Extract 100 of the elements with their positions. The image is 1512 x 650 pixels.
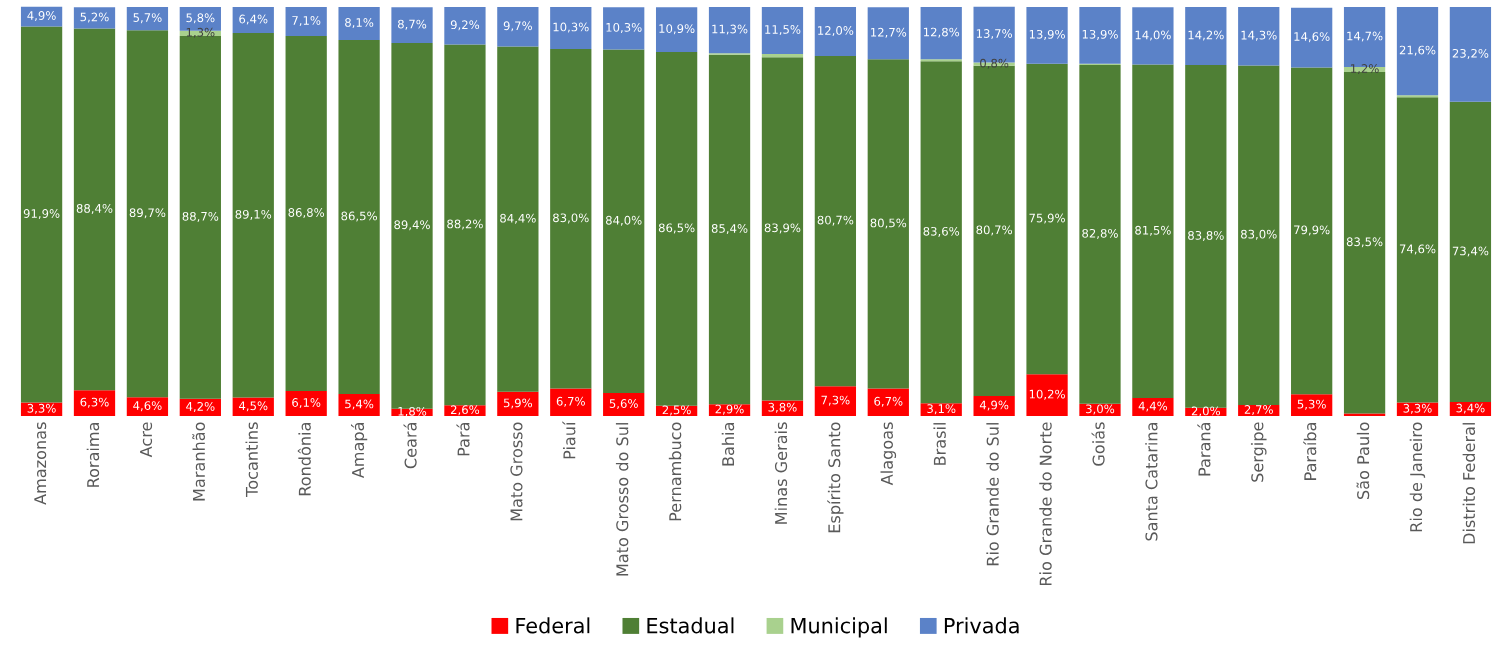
bar [1132,398,1174,416]
x-tick-label: Rio Grande do Sul [986,423,999,566]
bar [1026,6,1068,64]
bar [867,7,909,60]
x-tick-label: Acre [140,422,153,458]
bar [1396,402,1439,416]
bar [391,42,433,409]
bar [444,44,486,406]
bar [285,35,327,392]
bar [920,6,962,60]
bar [814,386,857,416]
bar [867,59,909,389]
bar [603,393,645,416]
x-tick-label: Roraima [86,423,100,487]
x-tick-label: Ceará [403,423,417,469]
bar [232,33,274,398]
x-tick-label: Tocantins [245,422,258,497]
bar [1026,374,1068,416]
x-tick-label: Brasil [933,423,946,465]
bar [1291,7,1333,68]
bar [73,7,116,29]
bar [973,65,1015,396]
x-tick-label: Maranhão [192,422,206,501]
bar [550,6,592,50]
bar [1185,6,1227,65]
x-tick-label: Paraná [1197,423,1211,476]
bar [338,40,380,394]
x-tick-label: Pernambuco [668,422,682,521]
bar [708,54,751,405]
bar [232,6,274,34]
bar [497,46,539,392]
bar [1291,394,1333,416]
bar [1343,6,1386,68]
bar [655,7,698,52]
bar [285,391,327,416]
bar [1079,6,1121,64]
x-tick-label: Rio Grande do Norte [1039,422,1052,586]
bar [126,6,169,31]
bar [708,6,751,54]
bar [1026,63,1068,375]
bar [1291,67,1333,395]
x-tick-label: Piauí [562,421,576,459]
bar [867,388,909,416]
x-tick-label: Espírito Santo [827,422,844,533]
bar [73,390,116,416]
legend-label: Federal [516,617,590,634]
bar [126,397,169,416]
bar [1132,64,1174,398]
bar [550,49,592,389]
bar [285,6,327,36]
bar [179,6,221,31]
bar [20,402,63,416]
x-tick-label: Amapá [350,423,368,479]
bar [444,6,486,45]
bar [920,61,962,404]
x-tick-label: São Paulo [1356,422,1370,499]
x-tick-label: Minas Gerais [774,422,788,524]
legend-label: Municipal [791,617,887,638]
x-tick-label: Pará [456,423,470,456]
bar [179,35,221,399]
legend-label: Estadual [647,617,734,634]
bar [603,49,645,394]
bar [761,400,804,416]
bar [814,56,857,387]
bar [655,51,698,406]
bar [603,7,645,50]
x-tick-label: Mato Grosso do Sul [615,423,629,576]
bar [550,388,592,416]
bar [20,26,63,403]
x-tick-label: Distrito Federal [1462,423,1476,544]
bar [1343,71,1386,414]
bar [920,403,962,416]
bar [761,57,804,401]
bar [497,391,539,416]
bar [73,28,116,391]
bar [761,6,804,54]
x-tick-label: Mato Grosso [510,422,523,521]
x-tick-label: Rondônia [297,423,311,496]
x-tick-label: Paraíba [1303,423,1317,480]
bar [497,6,539,47]
x-tick-label: Sergipe [1250,422,1267,482]
bar [973,395,1015,416]
bar [814,6,857,56]
bar [1396,6,1439,96]
bar [1449,101,1492,403]
x-tick-label: Santa Catarina [1145,423,1158,541]
bar [20,6,63,27]
bar [1396,97,1439,403]
bar [1079,65,1121,404]
bar [391,7,433,43]
bar [1132,7,1174,65]
bar [1238,6,1280,66]
bar [1238,65,1280,405]
x-tick-label: Alagoas [880,422,897,486]
bar [1449,6,1492,102]
x-tick-label: Bahia [721,423,735,466]
x-tick-label: Goiás [1091,422,1105,466]
x-tick-label: Amazonas [34,422,47,505]
bar [338,393,380,416]
x-tick-label: Rio de Janeiro [1409,422,1426,532]
